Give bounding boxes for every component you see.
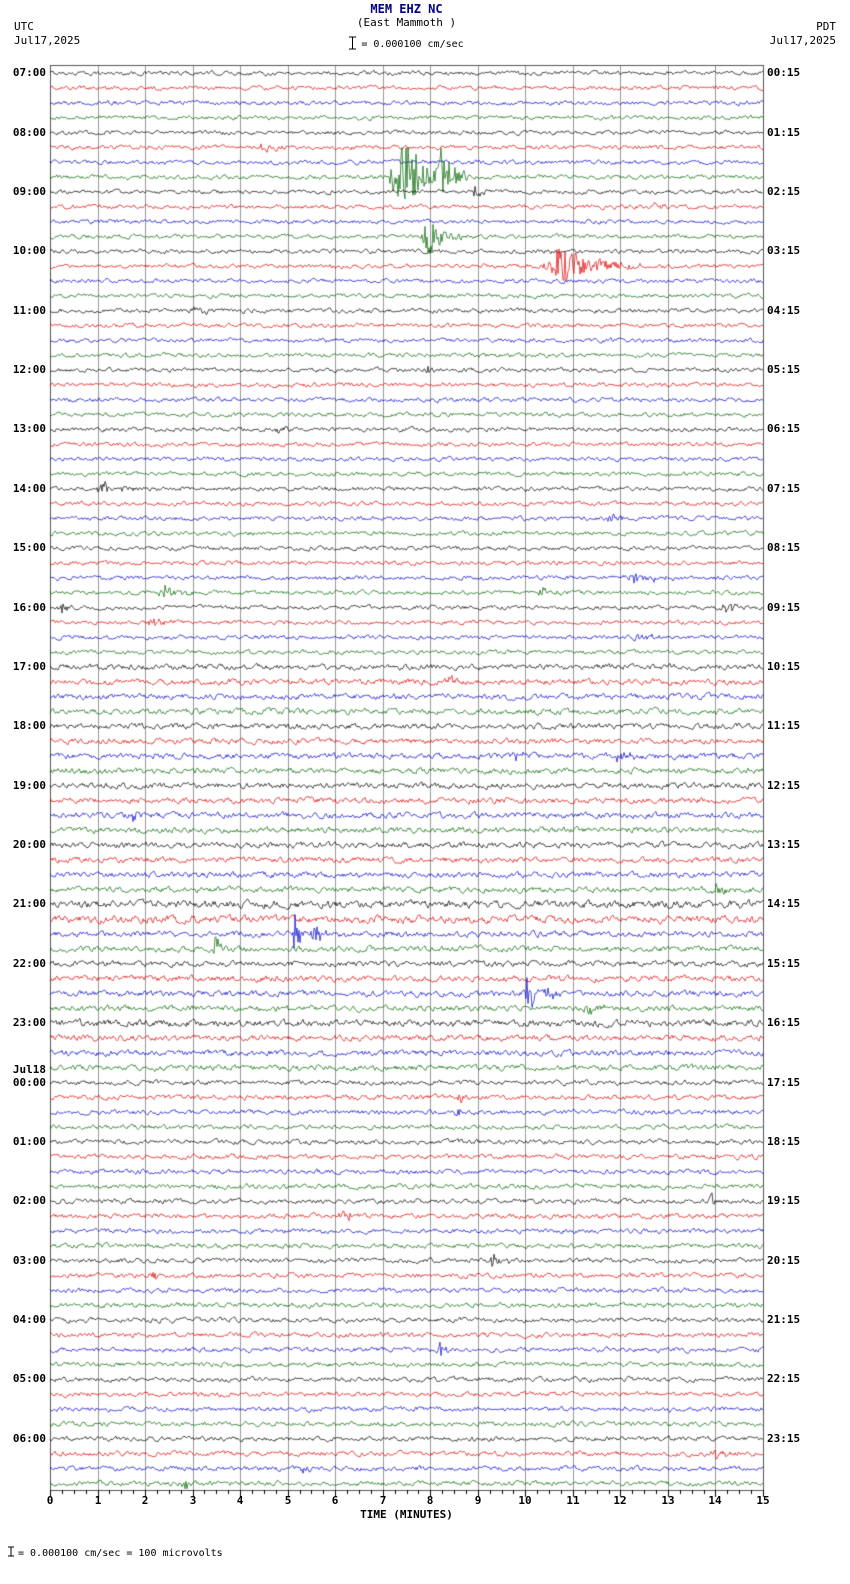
utc-hour-label: 16:00 (12, 601, 46, 614)
utc-hour-label: 08:00 (12, 126, 46, 139)
x-tick-label: 12 (613, 1494, 627, 1507)
pdt-hour-label: 22:15 (767, 1372, 801, 1385)
pdt-date-label: Jul17,2025 (769, 34, 836, 47)
pdt-hour-label: 19:15 (767, 1194, 801, 1207)
utc-timezone-label: UTC (14, 20, 34, 33)
x-tick-label: 1 (94, 1494, 102, 1507)
pdt-hour-label: 07:15 (767, 482, 801, 495)
station-subtitle: (East Mammoth ) (356, 16, 457, 29)
pdt-hour-label: 21:15 (767, 1313, 801, 1326)
pdt-hour-label: 04:15 (767, 304, 801, 317)
footer-scale-bar-icon (8, 1546, 14, 1560)
utc-hour-label: 20:00 (12, 838, 46, 851)
pdt-hour-label: 01:15 (767, 126, 801, 139)
pdt-hour-label: 12:15 (767, 779, 801, 792)
utc-hour-label: 05:00 (12, 1372, 46, 1385)
utc-hour-label: 21:00 (12, 897, 46, 910)
pdt-hour-label: 10:15 (767, 660, 801, 673)
pdt-hour-label: 18:15 (767, 1135, 801, 1148)
utc-hour-label: 11:00 (12, 304, 46, 317)
pdt-hour-label: 03:15 (767, 244, 801, 257)
utc-hour-label: 23:00 (12, 1016, 46, 1029)
x-tick-label: 2 (141, 1494, 149, 1507)
utc-hour-label: 12:00 (12, 363, 46, 376)
x-tick-label: 5 (284, 1494, 292, 1507)
pdt-hour-label: 11:15 (767, 719, 801, 732)
utc-hour-label: 01:00 (12, 1135, 46, 1148)
utc-date-label: Jul17,2025 (14, 34, 81, 47)
footer-note-text: = 0.000100 cm/sec = 100 microvolts (18, 1547, 223, 1559)
utc-hour-label: 13:00 (12, 422, 46, 435)
utc-hour-label: 10:00 (12, 244, 46, 257)
pdt-hour-label: 02:15 (767, 185, 801, 198)
x-tick-label: 0 (46, 1494, 54, 1507)
utc-hour-label: 09:00 (12, 185, 46, 198)
utc-hour-label: 02:00 (12, 1194, 46, 1207)
day-break-label: Jul18 (12, 1063, 46, 1076)
footer-scale-note: = 0.000100 cm/sec = 100 microvolts (8, 1546, 223, 1560)
x-tick-label: 3 (189, 1494, 197, 1507)
x-tick-label: 14 (708, 1494, 722, 1507)
pdt-corner: PDT Jul17,2025 (770, 20, 836, 48)
scale-bar-icon (349, 36, 357, 53)
utc-hour-label: 04:00 (12, 1313, 46, 1326)
utc-hour-label: 00:00 (12, 1076, 46, 1089)
pdt-hour-label: 14:15 (767, 897, 801, 910)
utc-hour-label: 22:00 (12, 957, 46, 970)
utc-hour-label: 03:00 (12, 1254, 46, 1267)
pdt-hour-label: 06:15 (767, 422, 801, 435)
utc-hour-label: 18:00 (12, 719, 46, 732)
utc-corner: UTC Jul17,2025 (14, 20, 80, 48)
pdt-hour-label: 00:15 (767, 66, 801, 79)
pdt-hour-label: 15:15 (767, 957, 801, 970)
pdt-hour-label: 09:15 (767, 601, 801, 614)
amplitude-scale-row: = 0.000100 cm/sec (50, 36, 763, 53)
pdt-hour-label: 20:15 (767, 1254, 801, 1267)
x-tick-label: 6 (331, 1494, 339, 1507)
x-tick-label: 7 (379, 1494, 387, 1507)
utc-hour-label: 17:00 (12, 660, 46, 673)
utc-hour-label: 19:00 (12, 779, 46, 792)
scale-label: = 0.000100 cm/sec (361, 39, 464, 50)
x-tick-label: 10 (518, 1494, 532, 1507)
pdt-hour-label: 08:15 (767, 541, 801, 554)
utc-hour-label: 06:00 (12, 1432, 46, 1445)
station-title: MEM EHZ NC (370, 2, 443, 16)
pdt-hour-label: 16:15 (767, 1016, 801, 1029)
pdt-hour-label: 17:15 (767, 1076, 801, 1089)
x-tick-label: 13 (661, 1494, 675, 1507)
pdt-hour-label: 23:15 (767, 1432, 801, 1445)
x-tick-label: 11 (566, 1494, 580, 1507)
pdt-hour-label: 13:15 (767, 838, 801, 851)
x-tick-label: 4 (236, 1494, 244, 1507)
utc-hour-label: 15:00 (12, 541, 46, 554)
x-tick-label: 8 (426, 1494, 434, 1507)
pdt-timezone-label: PDT (816, 20, 836, 33)
utc-hour-label: 07:00 (12, 66, 46, 79)
x-tick-label: 15 (756, 1494, 770, 1507)
x-tick-label: 9 (474, 1494, 482, 1507)
x-axis-title: TIME (MINUTES) (360, 1508, 453, 1521)
utc-hour-label: 14:00 (12, 482, 46, 495)
pdt-hour-label: 05:15 (767, 363, 801, 376)
